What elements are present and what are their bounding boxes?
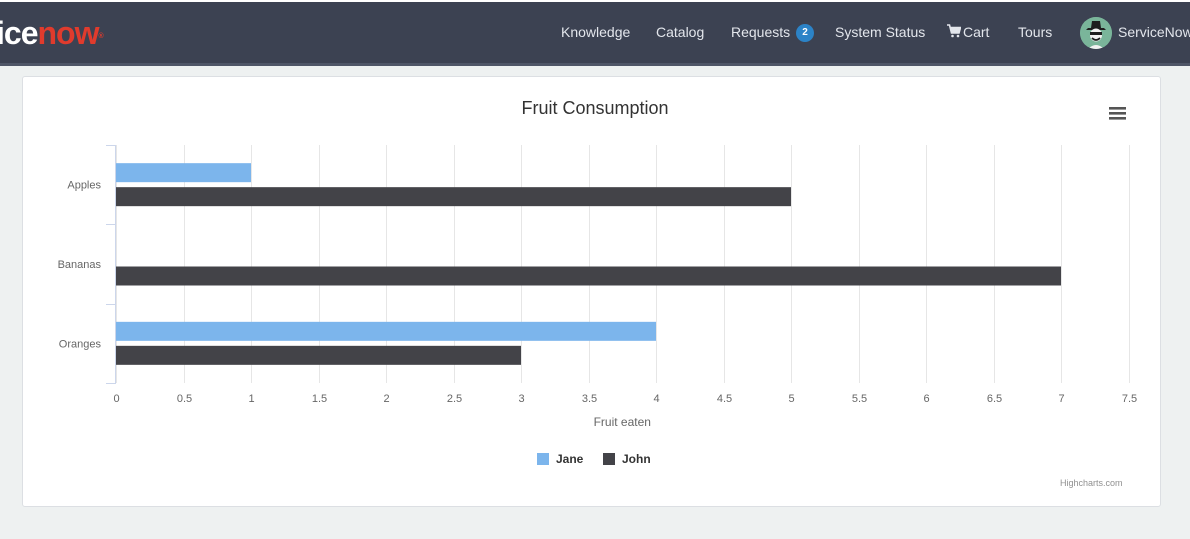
user-avatar[interactable] [1080, 17, 1112, 49]
requests-count-badge: 2 [796, 24, 815, 43]
value-tick-label: 3 [518, 393, 524, 405]
top-strip [0, 0, 1190, 2]
value-tick-label: 5 [788, 393, 794, 405]
nav-catalog-link[interactable]: Catalog [656, 24, 705, 40]
legend-label-jane: Jane [556, 452, 584, 466]
brand-logo[interactable]: icenow® [0, 15, 104, 51]
logo-registered-mark: ® [98, 33, 103, 40]
value-tick-label: 3.5 [582, 393, 597, 405]
value-tick-label: 6.5 [987, 393, 1002, 405]
chart-credits[interactable]: Highcharts.com [1060, 478, 1123, 488]
value-tick-label: 2.5 [447, 393, 462, 405]
nav-user-link[interactable]: ServiceNow [1118, 24, 1190, 40]
legend-symbol-john [603, 452, 615, 465]
cart-icon [947, 24, 961, 38]
legend-item-john[interactable]: John [603, 451, 651, 467]
legend-item-jane[interactable]: Jane [537, 451, 583, 467]
chart-card [22, 76, 1161, 507]
bar-jane-apples [116, 163, 251, 183]
value-tick-label: 1.5 [312, 393, 327, 405]
value-tick-label: 0.5 [177, 393, 192, 405]
legend-symbol-jane [537, 452, 549, 465]
category-label: Oranges [59, 338, 102, 350]
nav-tours-link[interactable]: Tours [1018, 24, 1053, 40]
chart-context-menu-icon[interactable] [1109, 106, 1126, 121]
nav-system-status-link[interactable]: System Status [835, 24, 926, 40]
nav-requests-label: Requests [731, 24, 791, 40]
bar-jane-oranges [116, 321, 656, 341]
value-tick-label: 2 [383, 393, 389, 405]
user-avatar-icon [1080, 17, 1112, 49]
bar-john-oranges [116, 345, 521, 365]
value-tick-label: 0 [113, 393, 119, 405]
value-tick-label: 1 [248, 393, 254, 405]
value-tick-label: 6 [923, 393, 929, 405]
value-tick-label: 7.5 [1122, 393, 1137, 405]
logo-part-2: now [37, 15, 99, 51]
nav-knowledge-link[interactable]: Knowledge [561, 24, 631, 40]
value-tick-label: 4 [653, 393, 659, 405]
value-axis-title: Fruit eaten [594, 415, 651, 429]
bar-john-bananas [116, 266, 1061, 286]
chart-title: Fruit Consumption [521, 98, 669, 118]
value-tick-label: 4.5 [717, 393, 732, 405]
category-label: Apples [67, 180, 101, 192]
nav-cart-label: Cart [963, 24, 990, 40]
value-tick-label: 5.5 [852, 393, 867, 405]
category-label: Bananas [58, 259, 102, 271]
navbar: icenow® Knowledge Catalog Requests 2 Sys… [0, 2, 1190, 66]
logo-part-1: ice [0, 15, 38, 51]
legend-label-john: John [622, 452, 651, 466]
nav-links: Knowledge Catalog Requests 2 System Stat… [0, 2, 1190, 63]
nav-cart-link[interactable]: Cart [947, 2, 989, 63]
value-tick-label: 7 [1058, 393, 1064, 405]
nav-requests-link[interactable]: Requests 2 [731, 2, 815, 63]
bar-john-apples [116, 187, 791, 207]
